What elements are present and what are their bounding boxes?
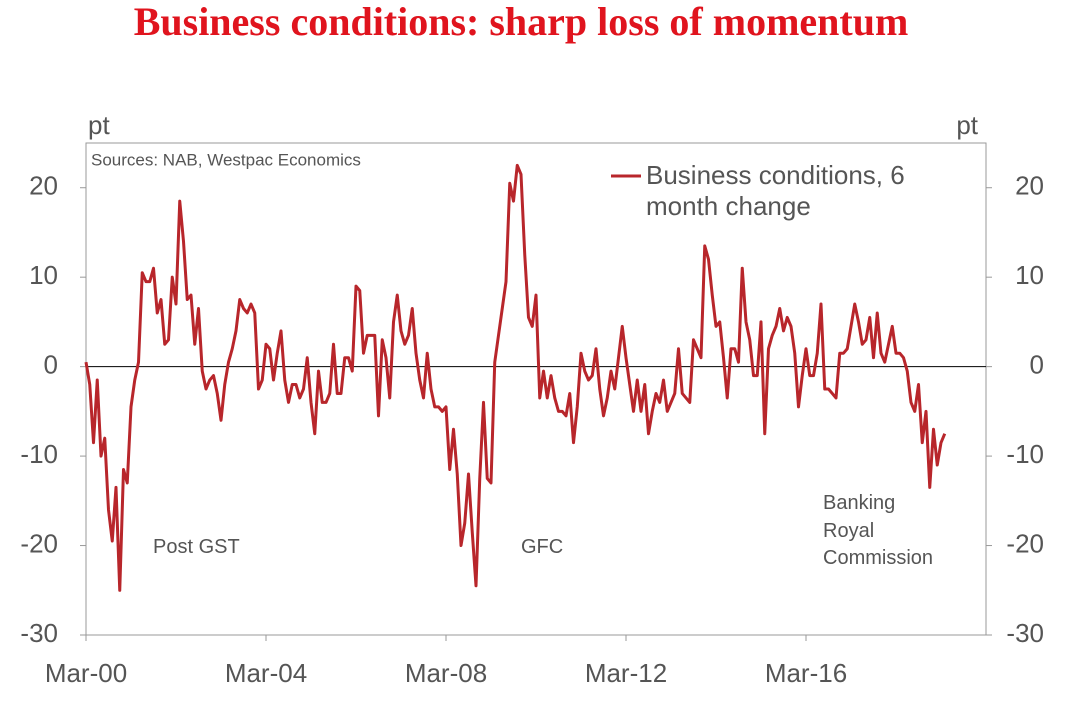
- legend-label: Business conditions, 6 month change: [646, 160, 905, 221]
- y2-tick-label: 10: [1015, 260, 1044, 290]
- y-tick-label: 10: [29, 260, 58, 290]
- chart-title: Business conditions: sharp loss of momen…: [134, 0, 909, 44]
- annotation: Post GST: [153, 536, 240, 558]
- annotation: GFC: [521, 536, 564, 558]
- annotation: Banking Royal Commission: [823, 492, 934, 569]
- y-tick-label: 0: [44, 350, 58, 380]
- y2-tick-label: -10: [1006, 439, 1044, 469]
- y2-axis-label: pt: [956, 110, 978, 140]
- y2-tick-label: -20: [1006, 528, 1044, 558]
- x-tick-label: Mar-08: [405, 658, 487, 688]
- line: [84, 163, 947, 592]
- y-tick-label: -10: [20, 439, 58, 469]
- source: Sources: NAB, Westpac Economics: [91, 150, 361, 169]
- x-tick-label: Mar-16: [765, 658, 847, 688]
- y-tick-label: -20: [20, 528, 58, 558]
- x-tick-label: Mar-04: [225, 658, 307, 688]
- y2-tick-label: 20: [1015, 171, 1044, 201]
- y2-tick-label: -30: [1006, 618, 1044, 648]
- y2-tick-label: 0: [1030, 350, 1044, 380]
- y-tick-label: 20: [29, 171, 58, 201]
- plot-frame: [85, 142, 987, 636]
- x-tick-label: Mar-12: [585, 658, 667, 688]
- y-tick-label: -30: [20, 618, 58, 648]
- y-axis-label: pt: [88, 110, 110, 140]
- x-tick-label: Mar-00: [45, 658, 127, 688]
